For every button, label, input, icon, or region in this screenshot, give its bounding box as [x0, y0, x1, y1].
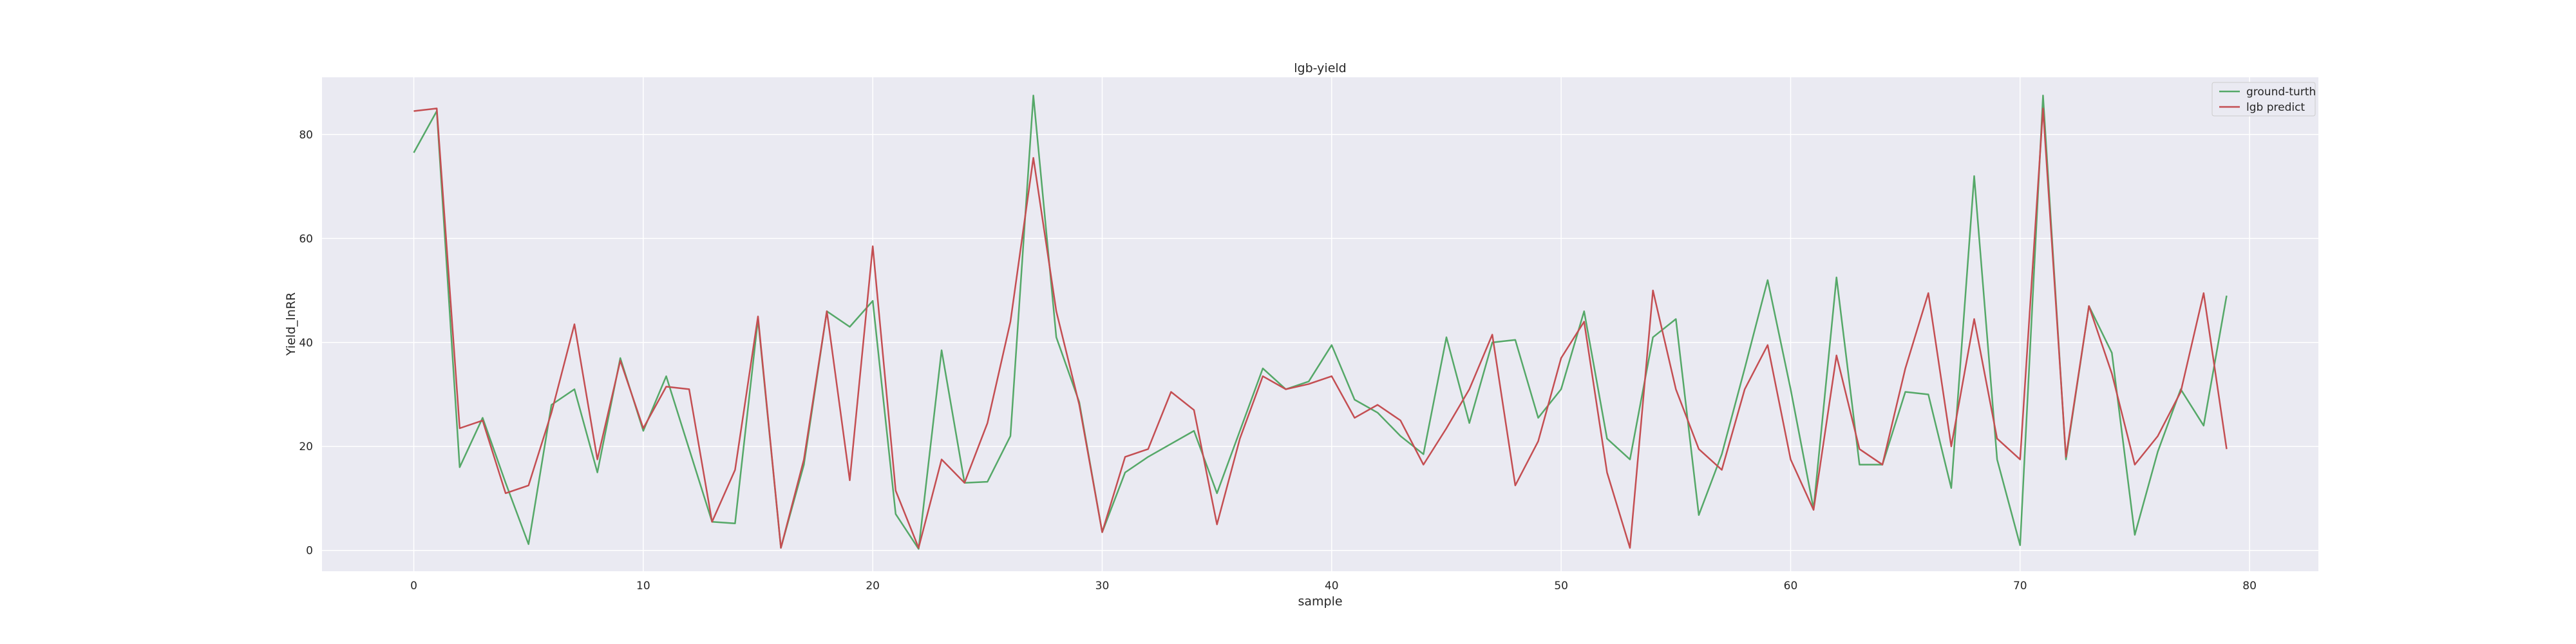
x-tick-label: 70 [2013, 580, 2027, 592]
x-tick-label: 60 [1784, 580, 1798, 592]
legend: ground-turth lgb predict [2211, 82, 2316, 117]
y-axis-label: Yield_lnRR [284, 292, 298, 356]
x-tick-label: 10 [636, 580, 650, 592]
y-tick-label: 40 [299, 337, 313, 350]
series-lines [413, 95, 2228, 550]
x-axis-label: sample [1298, 594, 1342, 609]
x-tick-label: 20 [866, 580, 880, 592]
y-tick-label: 80 [299, 129, 313, 142]
y-tick-labels: 0 20 40 60 80 [299, 129, 313, 558]
y-tick-label: 60 [299, 232, 313, 245]
chart-title: lgb-yield [1294, 61, 1346, 75]
legend-label-ground-turth: ground-turth [2246, 86, 2316, 99]
x-tick-labels: 0 10 20 30 40 50 60 70 80 [410, 580, 2257, 592]
legend-label-lgb-predict: lgb predict [2246, 101, 2305, 114]
y-tick-label: 20 [299, 440, 313, 453]
x-tick-label: 30 [1095, 580, 1110, 592]
plot-area [322, 77, 2318, 571]
x-tick-label: 50 [1554, 580, 1568, 592]
x-tick-label: 80 [2242, 580, 2257, 592]
series-line-lgb-predict [413, 108, 2228, 549]
x-tick-label: 40 [1325, 580, 1339, 592]
y-tick-label: 0 [306, 545, 313, 558]
series-line-ground-turth [413, 95, 2228, 550]
x-tick-label: 0 [410, 580, 417, 592]
grid-lines [322, 77, 2318, 571]
